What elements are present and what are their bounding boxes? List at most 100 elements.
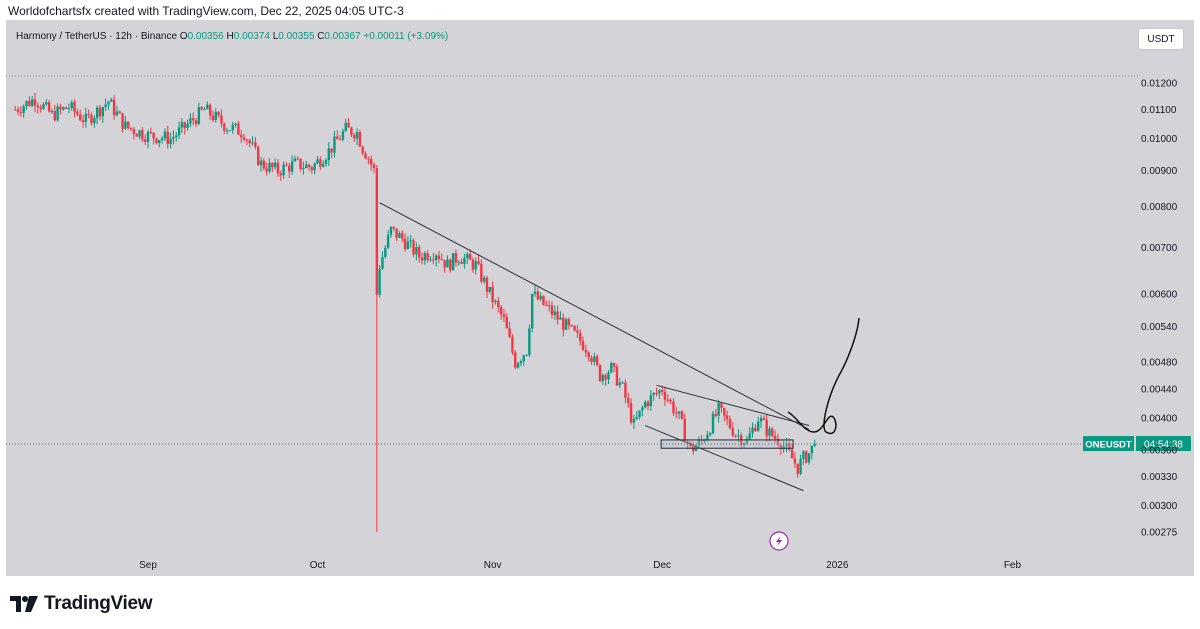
candle-down — [372, 162, 376, 174]
candle-body — [711, 413, 715, 434]
candle-body — [245, 139, 249, 141]
candle-body — [149, 131, 153, 133]
candle-up — [429, 255, 432, 262]
candle-body — [514, 352, 517, 368]
candle-down — [666, 394, 669, 403]
candle-body — [228, 130, 232, 132]
price-tick-label: 0.00440 — [1141, 384, 1178, 395]
candle-body — [646, 401, 650, 407]
price-tick-label: 0.00540 — [1141, 322, 1178, 333]
candle-up — [378, 264, 381, 298]
candle-body — [579, 332, 582, 342]
candle-body — [135, 134, 138, 137]
candle-body — [737, 435, 740, 437]
candle-up — [175, 132, 178, 142]
candle-body — [378, 268, 381, 295]
candle-body — [169, 138, 172, 145]
candle-down — [629, 398, 633, 425]
currency-button[interactable]: USDT — [1138, 28, 1184, 50]
candle-body — [748, 433, 751, 440]
candle-body — [454, 253, 458, 263]
candle-body — [211, 115, 215, 121]
candle-up — [225, 127, 229, 135]
candle-body — [559, 317, 562, 320]
candle-down — [369, 155, 373, 171]
candle-body — [635, 417, 638, 420]
candle-body — [522, 355, 525, 362]
candle-down — [734, 434, 737, 438]
candle-down — [449, 258, 452, 273]
chart-area[interactable]: ONEUSDT 04:54:38 0.01200 0.01100 0.01000 0.0… — [6, 20, 1194, 576]
candle-body — [759, 418, 763, 422]
candle-body — [160, 138, 164, 141]
time-tick-label: Dec — [653, 560, 671, 571]
candle-body — [494, 300, 497, 303]
candle-body — [790, 449, 794, 459]
candle-body — [143, 139, 147, 143]
candle-body — [386, 234, 390, 248]
candle-body — [223, 123, 226, 131]
candle-down — [491, 281, 494, 309]
price-tick-label: 0.00800 — [1141, 202, 1178, 213]
candle-body — [773, 436, 777, 439]
candle-body — [556, 311, 559, 320]
candle-body — [706, 434, 709, 441]
candle-body — [641, 407, 644, 411]
candle-up — [457, 260, 460, 266]
candle-up — [652, 392, 655, 401]
projection-curve — [787, 317, 860, 435]
candle-body — [14, 109, 17, 111]
candle-body — [443, 260, 446, 268]
candle-body — [725, 415, 729, 420]
candle-body — [350, 127, 353, 135]
candle-down — [562, 313, 565, 337]
candle-body — [107, 101, 110, 105]
candle-body — [73, 102, 76, 112]
annotations-group: ONEUSDT 04:54:38 — [6, 202, 1191, 551]
candle-body — [437, 255, 441, 260]
candle-body — [19, 111, 23, 113]
candle-up — [463, 253, 466, 269]
candle-body — [480, 263, 483, 282]
candle-body — [234, 123, 237, 125]
candle-down — [604, 373, 607, 387]
candle-body — [200, 107, 203, 110]
candle-body — [584, 350, 588, 353]
candle-up — [172, 130, 175, 145]
candle-body — [265, 168, 268, 172]
candle-down — [581, 336, 585, 352]
candle-down — [79, 109, 82, 122]
candle-body — [25, 100, 28, 107]
candle-body — [166, 131, 169, 145]
candle-body — [593, 356, 596, 363]
candle-up — [84, 107, 88, 128]
candle-body — [550, 305, 554, 315]
candle-down — [367, 156, 370, 165]
candle-body — [327, 148, 330, 161]
candle-up — [564, 317, 568, 331]
low-label: L — [272, 31, 279, 42]
candle-down — [129, 127, 133, 132]
candle-up — [163, 128, 167, 142]
price-chart[interactable]: ONEUSDT 04:54:38 0.012000.011000.010000.0… — [6, 20, 1194, 576]
candle-down — [98, 105, 102, 121]
candle-body — [256, 146, 260, 166]
time-tick-label: Oct — [310, 560, 326, 571]
candle-down — [672, 398, 675, 416]
candle-body — [655, 392, 658, 394]
candle-body — [429, 259, 432, 261]
candle-down — [361, 145, 364, 156]
candle-body — [22, 106, 25, 113]
candle-body — [39, 107, 42, 109]
candle-up — [423, 250, 427, 265]
candle-down — [669, 398, 672, 405]
candle-up — [649, 389, 653, 412]
candle-body — [152, 132, 155, 139]
candle-down — [36, 102, 40, 114]
candle-up — [302, 161, 305, 175]
candle-up — [398, 231, 401, 239]
candle-body — [499, 306, 503, 315]
candle-body — [714, 413, 718, 416]
candle-body — [353, 134, 356, 139]
candle-body — [248, 140, 251, 144]
